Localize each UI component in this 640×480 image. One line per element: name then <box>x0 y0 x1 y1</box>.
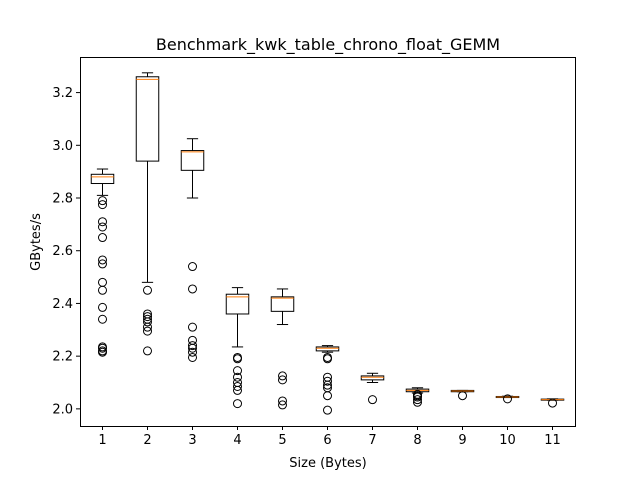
flier-point <box>323 352 332 362</box>
y-tick-label: 2.6 <box>52 244 73 259</box>
flier-point <box>233 366 242 376</box>
x-axis-label: Size (Bytes) <box>289 456 366 471</box>
x-tick-label: 1 <box>98 433 106 448</box>
axes-frame <box>80 57 576 427</box>
y-tick-label: 3.0 <box>52 139 73 154</box>
flier-point <box>98 233 107 243</box>
flier-point <box>188 352 197 362</box>
x-tick-label: 11 <box>544 433 561 448</box>
box-group-3 <box>180 138 205 362</box>
x-tick-label: 5 <box>278 433 286 448</box>
x-tick-label: 7 <box>368 433 376 448</box>
box-group-1 <box>90 168 115 357</box>
y-tick-label: 2.4 <box>52 297 73 312</box>
flier-point <box>98 314 107 324</box>
flier-point <box>143 309 152 319</box>
flier-point <box>188 341 197 351</box>
box-group-8 <box>405 387 430 407</box>
flier-point <box>323 405 332 415</box>
box-iqr <box>225 293 250 315</box>
x-tick-label: 9 <box>458 433 466 448</box>
flier-point <box>233 399 242 409</box>
flier-point <box>278 375 287 385</box>
flier-point <box>188 322 197 332</box>
flier-point <box>503 394 512 404</box>
box-iqr <box>90 173 115 185</box>
flier-point <box>143 285 152 295</box>
box-iqr <box>360 375 385 381</box>
box-iqr <box>270 296 295 312</box>
flier-point <box>323 391 332 401</box>
flier-point <box>188 262 197 272</box>
x-axis: 1 2 3 4 5 6 7 8 9 10 11 <box>98 426 561 448</box>
flier-point <box>143 314 152 324</box>
box-group-9 <box>450 389 475 401</box>
box-group-10 <box>495 394 520 404</box>
flier-point <box>143 326 152 336</box>
box-group-6 <box>315 345 340 415</box>
flier-point <box>98 346 107 356</box>
plot-area <box>90 72 565 415</box>
box-iqr <box>315 346 340 352</box>
flier-point <box>98 285 107 295</box>
flier-point <box>98 255 107 265</box>
flier-point <box>98 222 107 232</box>
flier-point <box>413 389 422 399</box>
flier-point <box>98 302 107 312</box>
flier-point <box>548 398 557 408</box>
x-tick-label: 6 <box>323 433 331 448</box>
box-iqr <box>180 150 205 171</box>
y-tick-label: 2.0 <box>52 402 73 417</box>
flier-point <box>188 284 197 294</box>
flier-point <box>233 352 242 362</box>
box-group-5 <box>270 288 295 410</box>
flier-point <box>98 277 107 287</box>
flier-point <box>278 400 287 410</box>
y-tick-label: 2.8 <box>52 192 73 207</box>
x-tick-label: 2 <box>143 433 151 448</box>
flier-point <box>413 395 422 405</box>
flier-point <box>278 396 287 406</box>
y-tick-label: 2.2 <box>52 350 73 365</box>
x-tick-label: 3 <box>188 433 196 448</box>
flier-point <box>323 376 332 386</box>
y-axis: 2.0 2.2 2.4 2.6 2.8 3.0 3.2 <box>52 86 80 417</box>
box-group-4 <box>225 287 250 409</box>
x-tick-label: 10 <box>499 433 516 448</box>
box-group-2 <box>135 72 160 356</box>
flier-point <box>233 372 242 382</box>
flier-point <box>98 259 107 269</box>
flier-point <box>458 391 467 401</box>
y-axis-label: GBytes/s <box>29 213 44 271</box>
flier-point <box>188 347 197 357</box>
x-tick-label: 4 <box>233 433 241 448</box>
flier-point <box>143 312 152 322</box>
flier-point <box>278 371 287 381</box>
flier-point <box>98 217 107 227</box>
flier-point <box>368 395 377 405</box>
flier-point <box>188 335 197 345</box>
flier-point <box>98 196 107 206</box>
flier-point <box>98 200 107 210</box>
box-group-7 <box>360 372 385 405</box>
flier-point <box>233 378 242 388</box>
chart-title: Benchmark_kwk_table_chrono_float_GEMM <box>156 35 500 55</box>
y-tick-label: 3.2 <box>52 86 73 101</box>
flier-point <box>233 381 242 391</box>
box-group-11 <box>540 398 565 408</box>
box-iqr <box>135 76 160 162</box>
flier-point <box>323 372 332 382</box>
x-tick-label: 8 <box>413 433 421 448</box>
flier-point <box>323 383 332 393</box>
flier-point <box>98 342 107 352</box>
flier-point <box>143 346 152 356</box>
